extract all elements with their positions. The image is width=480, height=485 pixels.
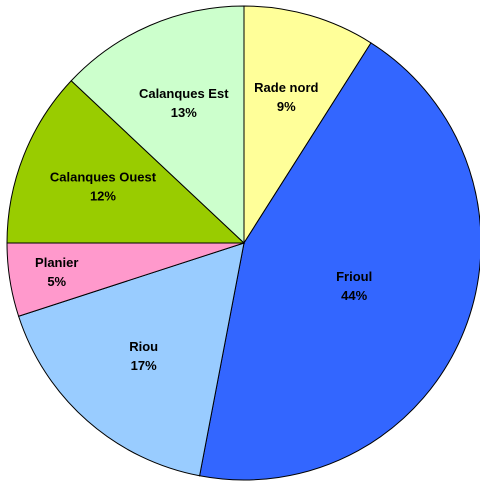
pie-slice (243, 5, 372, 245)
slice-value-label: 9% (277, 99, 296, 114)
slice-label: Frioul (336, 269, 372, 284)
pie-slice (17, 242, 245, 477)
pie-slice (199, 42, 480, 481)
slice-value-label: 13% (171, 105, 197, 120)
slice-label: Calanques Est (139, 86, 229, 101)
slice-value-label: 12% (90, 189, 116, 204)
slice-label: Planier (35, 255, 78, 270)
pie-slice (70, 5, 245, 245)
slice-value-label: 44% (341, 288, 367, 303)
slice-value-label: 17% (131, 358, 157, 373)
slice-label: Riou (129, 339, 158, 354)
pie-slice (6, 80, 246, 244)
slice-label: Rade nord (254, 80, 318, 95)
slice-value-label: 5% (47, 274, 66, 289)
slice-label: Calanques Ouest (50, 170, 157, 185)
